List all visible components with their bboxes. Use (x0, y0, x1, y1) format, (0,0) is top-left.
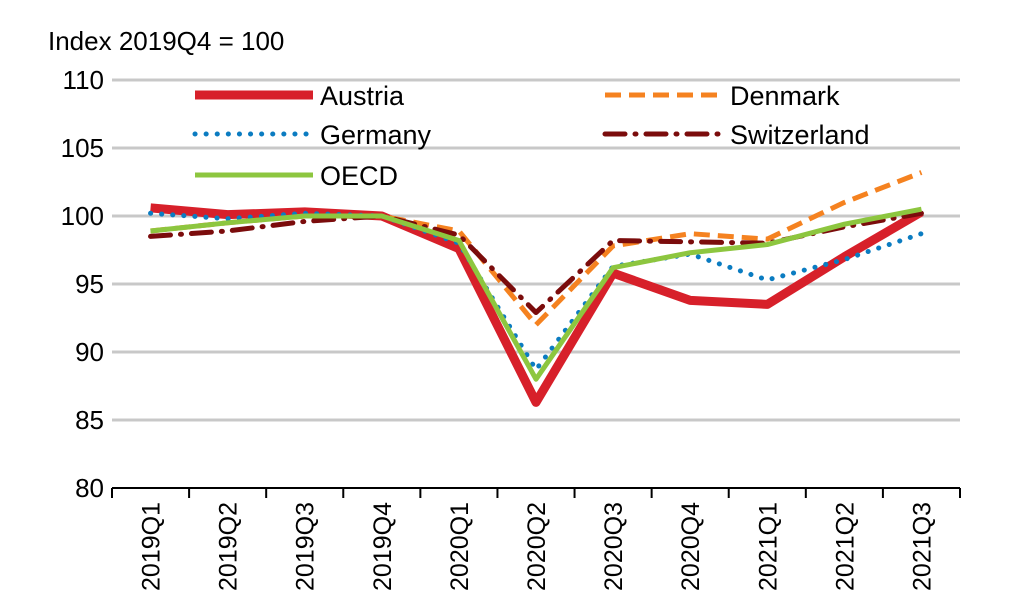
y-axis-label: Index 2019Q4 = 100 (48, 26, 284, 56)
series-line-germany (148, 210, 924, 373)
y-tick-label: 95 (75, 269, 104, 299)
x-tick-label: 2021Q1 (754, 502, 782, 591)
y-tick-label: 105 (61, 133, 104, 163)
x-tick-label: 2019Q4 (369, 502, 397, 591)
y-tick-label: 80 (75, 473, 104, 503)
series-line-oecd (150, 206, 922, 382)
x-tick-label: 2019Q2 (215, 502, 243, 591)
y-tick-label: 100 (61, 201, 104, 231)
legend-label: Germany (320, 120, 432, 150)
x-tick-label: 2019Q3 (292, 502, 320, 591)
series-line-switzerland (148, 210, 924, 316)
x-tick-label: 2021Q2 (831, 502, 859, 591)
legend-label: OECD (320, 161, 398, 191)
series-line-denmark (150, 170, 923, 328)
x-tick-label: 2020Q1 (446, 502, 474, 591)
y-tick-label: 90 (75, 337, 104, 367)
x-tick-label: 2019Q1 (138, 502, 166, 591)
y-tick-label: 110 (63, 65, 104, 95)
x-tick-label: 2020Q3 (600, 502, 628, 591)
x-tick-label: 2020Q4 (677, 502, 705, 591)
y-tick-label: 85 (75, 405, 104, 435)
legend-label: Austria (320, 81, 405, 111)
x-tick-label: 2020Q2 (523, 502, 551, 591)
x-tick-label: 2021Q3 (908, 502, 936, 591)
series-line-austria (150, 203, 924, 407)
legend-label: Denmark (730, 81, 840, 111)
legend-label: Switzerland (730, 120, 870, 150)
